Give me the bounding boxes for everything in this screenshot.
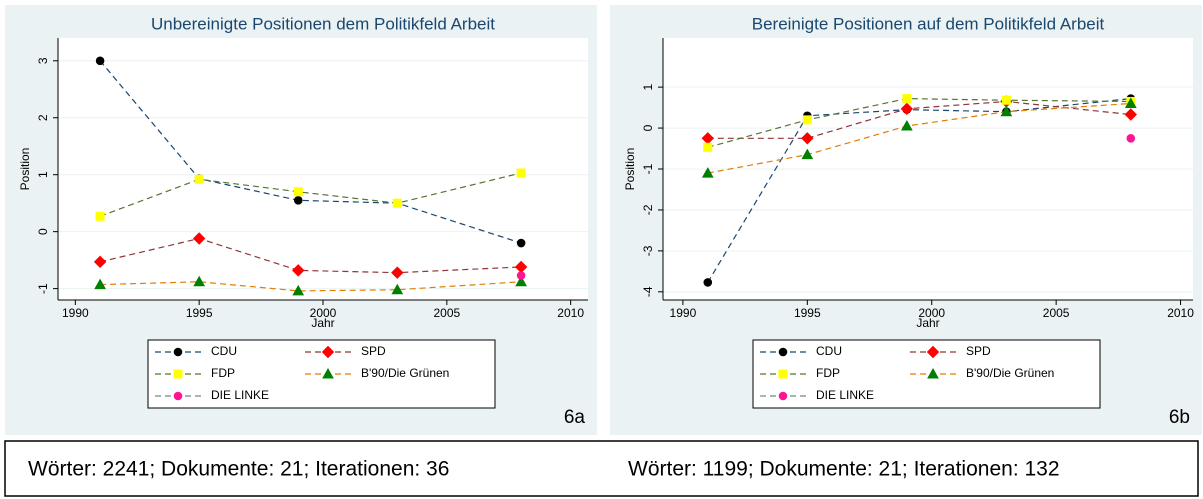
- panel-label: 6b: [1169, 407, 1190, 428]
- legend-label: CDU: [816, 344, 842, 358]
- marker: [192, 232, 206, 245]
- chart-title: Bereinigte Positionen auf dem Politikfel…: [752, 14, 1105, 33]
- x-tick-label: 2010: [1167, 306, 1194, 320]
- marker: [93, 255, 107, 269]
- chart-title: Unbereinigte Positionen dem Politikfeld …: [151, 14, 495, 33]
- marker: [194, 174, 204, 184]
- marker: [94, 278, 106, 290]
- y-tick-label: -1: [36, 283, 50, 294]
- y-tick-label: -1: [641, 163, 655, 174]
- legend-label: SPD: [361, 344, 386, 358]
- y-tick-label: -3: [641, 245, 655, 256]
- marker: [900, 102, 914, 116]
- marker: [701, 167, 714, 178]
- marker: [292, 264, 305, 277]
- marker: [1124, 108, 1138, 121]
- legend-label: B'90/Die Grünen: [966, 366, 1054, 380]
- y-tick-label: 1: [641, 83, 655, 90]
- x-axis-label: Jahr: [916, 316, 939, 330]
- marker: [516, 238, 526, 248]
- marker: [901, 119, 913, 131]
- y-tick-label: 1: [36, 171, 50, 178]
- legend-marker: [778, 347, 788, 357]
- marker: [515, 275, 527, 287]
- x-tick-label: 1990: [670, 306, 697, 320]
- marker: [95, 56, 105, 66]
- marker: [516, 271, 526, 280]
- y-axis-label: Position: [623, 148, 637, 191]
- marker: [1126, 133, 1136, 143]
- y-tick-label: -4: [641, 286, 655, 297]
- footer-text: Wörter: 2241; Dokumente: 21; Iterationen…: [28, 458, 449, 481]
- x-tick-label: 2000: [918, 306, 945, 320]
- footer-text: Wörter: 1199; Dokumente: 21; Iterationen…: [628, 458, 1060, 481]
- marker: [516, 168, 526, 178]
- marker: [391, 283, 404, 295]
- chart-panel: Bereinigte Positionen auf dem Politikfel…: [610, 5, 1202, 435]
- x-tick-label: 2005: [1043, 306, 1070, 320]
- legend-label: FDP: [816, 366, 840, 380]
- x-tick-label: 1995: [186, 306, 213, 320]
- x-axis-label: Jahr: [311, 316, 334, 330]
- legend-marker: [173, 369, 183, 379]
- x-tick-label: 2010: [557, 306, 584, 320]
- legend-label: DIE LINKE: [211, 388, 269, 402]
- y-axis-label: Position: [18, 148, 32, 191]
- legend-label: B'90/Die Grünen: [361, 366, 449, 380]
- legend-marker: [778, 369, 788, 379]
- marker: [1000, 105, 1013, 117]
- marker: [293, 187, 303, 197]
- legend-label: DIE LINKE: [816, 388, 874, 402]
- marker: [95, 211, 105, 221]
- legend-marker: [173, 391, 183, 401]
- marker: [1001, 95, 1011, 105]
- marker: [392, 198, 402, 208]
- y-tick-label: 0: [36, 228, 50, 235]
- y-tick-label: -2: [641, 204, 655, 215]
- legend-marker: [321, 345, 335, 359]
- legend-marker: [927, 367, 939, 379]
- x-tick-label: 1995: [794, 306, 821, 320]
- footer-box: [4, 440, 1199, 497]
- legend-box: [147, 339, 496, 409]
- x-tick-label: 1990: [62, 306, 89, 320]
- marker: [293, 196, 303, 205]
- marker: [703, 142, 713, 152]
- x-tick-label: 2005: [433, 306, 460, 320]
- x-tick-label: 2000: [310, 306, 337, 320]
- y-tick-label: 3: [36, 57, 50, 64]
- y-tick-label: 0: [641, 124, 655, 131]
- legend-marker: [322, 367, 334, 379]
- legend-label: CDU: [211, 344, 237, 358]
- marker: [801, 148, 814, 160]
- legend-label: SPD: [966, 344, 991, 358]
- legend-label: FDP: [211, 366, 235, 380]
- marker: [391, 266, 404, 279]
- legend-marker: [173, 347, 183, 357]
- plot-area: [58, 38, 588, 300]
- marker: [801, 132, 814, 145]
- marker: [193, 275, 206, 287]
- marker: [703, 278, 713, 287]
- chart-panel: Unbereinigte Positionen dem Politikfeld …: [5, 5, 597, 435]
- marker: [802, 115, 812, 125]
- legend-marker: [926, 345, 940, 359]
- y-tick-label: 2: [36, 114, 50, 121]
- marker: [1124, 97, 1137, 108]
- marker: [902, 94, 912, 104]
- marker: [292, 284, 305, 296]
- panel-label: 6a: [564, 407, 586, 428]
- legend-box: [752, 339, 1101, 409]
- legend-marker: [778, 391, 788, 401]
